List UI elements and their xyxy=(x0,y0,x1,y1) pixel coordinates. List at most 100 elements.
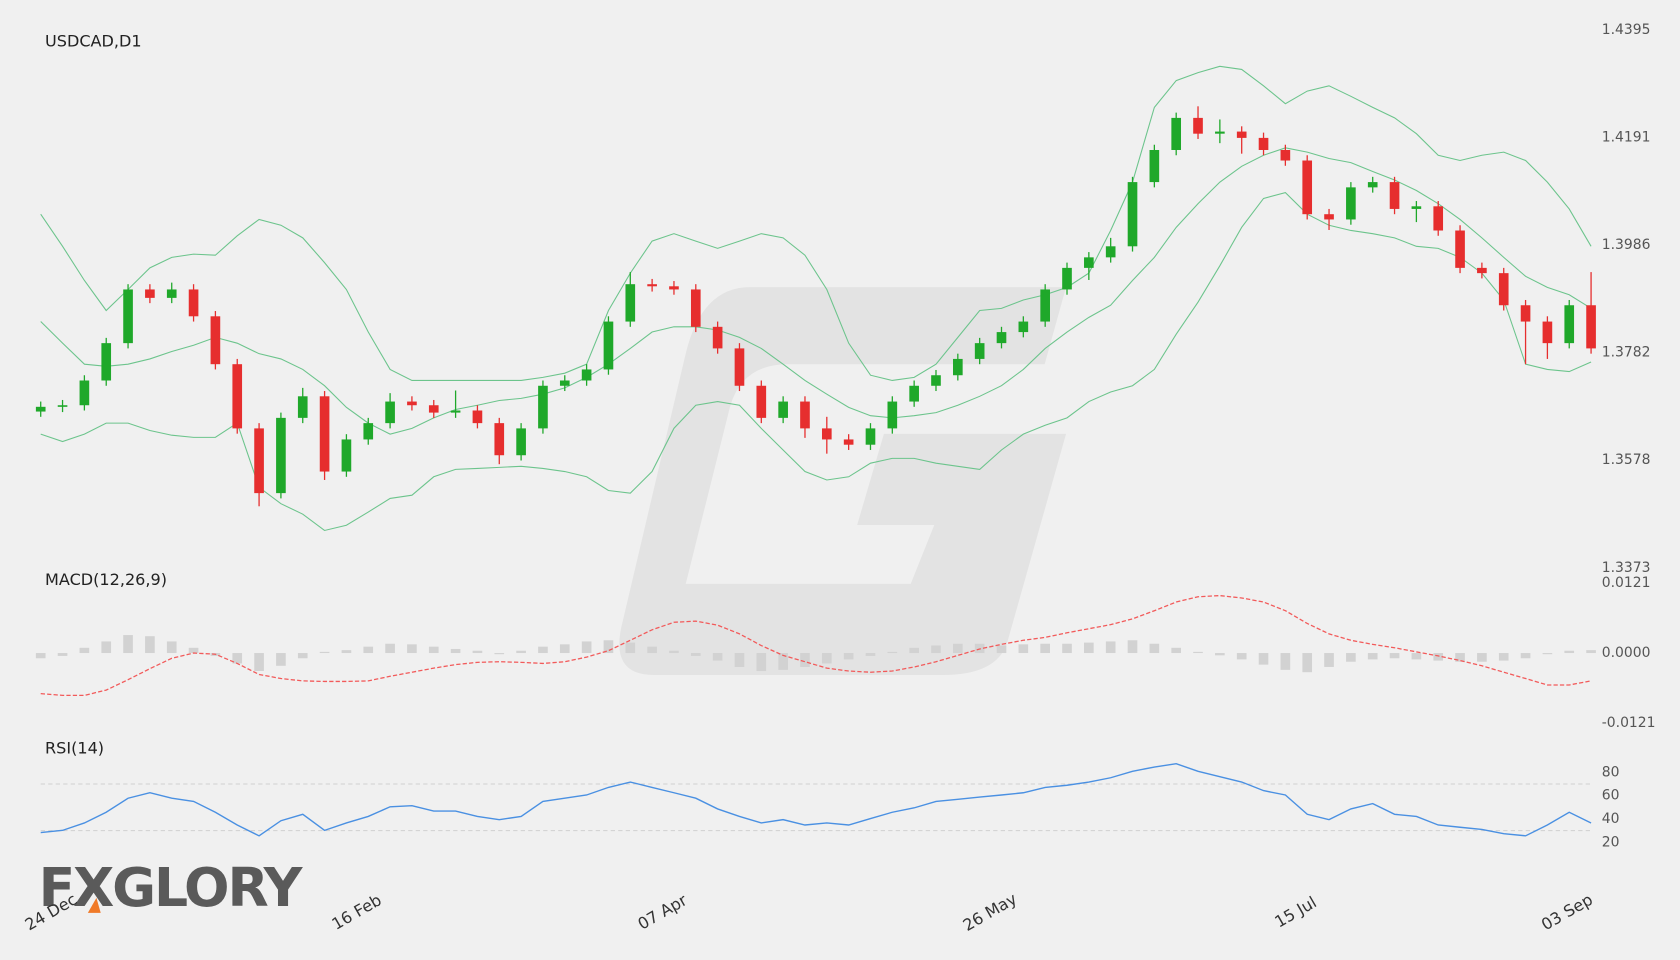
candle-body xyxy=(538,385,548,429)
macd-histogram-bar xyxy=(778,653,788,670)
candle-body xyxy=(1127,182,1138,247)
candle-body xyxy=(1171,117,1182,150)
candle-body xyxy=(210,316,221,365)
candle-body xyxy=(800,401,810,429)
candle-body xyxy=(385,401,395,424)
macd-histogram-bar xyxy=(821,653,832,664)
candle-body xyxy=(1586,305,1596,349)
macd-signal-line xyxy=(40,594,1592,696)
macd-histogram-bar xyxy=(538,646,548,654)
candle-body xyxy=(341,439,352,472)
macd-histogram-bar xyxy=(428,646,439,654)
macd-histogram-bar xyxy=(1324,653,1334,667)
macd-histogram-bar xyxy=(450,648,461,654)
candle-body xyxy=(1084,257,1094,268)
macd-histogram-bar xyxy=(647,646,657,654)
macd-histogram-bar xyxy=(385,643,395,654)
macd-histogram-bar xyxy=(1236,653,1247,660)
macd-histogram-bar xyxy=(1018,644,1029,654)
macd-histogram-bar xyxy=(1433,653,1444,661)
y-tick-label: 1.3986 xyxy=(1602,237,1651,253)
candle-body xyxy=(363,423,374,440)
macd-histogram-bar xyxy=(123,635,133,654)
candle-body xyxy=(1520,305,1531,322)
macd-histogram-bar xyxy=(1127,640,1138,654)
macd-histogram-bar xyxy=(1258,653,1269,665)
candle-body xyxy=(1389,182,1400,209)
candle-body xyxy=(101,343,112,381)
candle-body xyxy=(1564,305,1575,344)
macd-histogram-bar xyxy=(953,643,963,654)
candle-body xyxy=(778,401,788,418)
macd-histogram-bar xyxy=(232,653,243,664)
macd-histogram-bar xyxy=(297,653,308,659)
macd-histogram-bar xyxy=(931,645,941,654)
candle-body xyxy=(1498,273,1509,306)
candle-body xyxy=(1040,289,1050,322)
candle-body xyxy=(516,428,526,456)
macd-histogram-bar xyxy=(79,647,90,654)
macd-histogram-bar xyxy=(254,653,264,672)
candle-body xyxy=(1236,131,1247,138)
y-tick-label: 1.4395 xyxy=(1602,22,1651,38)
candle-body xyxy=(494,423,505,456)
candle-body xyxy=(669,286,679,290)
candle-body xyxy=(712,326,723,349)
candle-body xyxy=(690,289,701,327)
candle-body xyxy=(276,417,286,494)
candle-body xyxy=(188,289,199,317)
candle-body xyxy=(887,401,898,429)
candle-body xyxy=(756,385,767,418)
macd-histogram-bar xyxy=(1389,653,1400,659)
macd-histogram-bar xyxy=(1280,653,1291,670)
panel-title: USDCAD,D1 xyxy=(45,31,142,50)
macd-histogram-bar xyxy=(581,641,592,654)
macd-histogram-bar xyxy=(188,647,199,654)
macd-histogram-bar xyxy=(625,642,636,654)
macd-histogram-bar xyxy=(734,653,745,667)
macd-histogram-bar xyxy=(1149,643,1160,654)
y-tick-label: 80 xyxy=(1602,764,1620,780)
candle-body xyxy=(472,410,483,424)
bollinger-middle xyxy=(40,147,1592,435)
candle-body xyxy=(319,396,330,472)
candle-body xyxy=(1367,182,1378,188)
candle-body xyxy=(1346,187,1356,220)
panel-title: RSI(14) xyxy=(45,738,104,757)
candle-body xyxy=(843,439,854,445)
candle-body xyxy=(1149,149,1160,183)
macd-histogram-bar xyxy=(996,645,1007,654)
candle-body xyxy=(123,289,133,344)
watermark xyxy=(619,287,1067,675)
macd-histogram-bar xyxy=(1215,653,1225,656)
candle-body xyxy=(450,410,461,413)
macd-histogram-bar xyxy=(1586,650,1596,654)
macd-histogram-bar xyxy=(35,653,46,659)
macd-histogram-bar xyxy=(516,650,526,654)
macd-histogram-bar xyxy=(1477,653,1487,662)
candle-body xyxy=(1258,137,1269,150)
macd-histogram-bar xyxy=(909,647,919,654)
candle-body xyxy=(734,348,745,386)
macd-histogram-bar xyxy=(1171,647,1182,654)
candle-body xyxy=(647,284,657,287)
candle-body xyxy=(1324,214,1334,220)
macd-histogram-bar xyxy=(57,653,68,656)
candle-body xyxy=(1018,321,1029,333)
macd-histogram-bar xyxy=(1193,651,1203,654)
panel-title: MACD(12,26,9) xyxy=(45,570,167,589)
macd-histogram-bar xyxy=(1302,653,1313,673)
candle-body xyxy=(865,428,876,445)
macd-histogram-bar xyxy=(1455,653,1465,662)
candle-body xyxy=(428,405,439,413)
logo-accent xyxy=(87,897,101,913)
candle-body xyxy=(79,380,90,406)
macd-histogram-bar xyxy=(145,636,155,654)
candle-body xyxy=(145,289,155,298)
y-tick-label: -0.0121 xyxy=(1602,715,1656,731)
macd-histogram-bar xyxy=(1062,643,1072,654)
candle-body xyxy=(1105,246,1116,258)
macd-histogram-bar xyxy=(756,653,767,672)
